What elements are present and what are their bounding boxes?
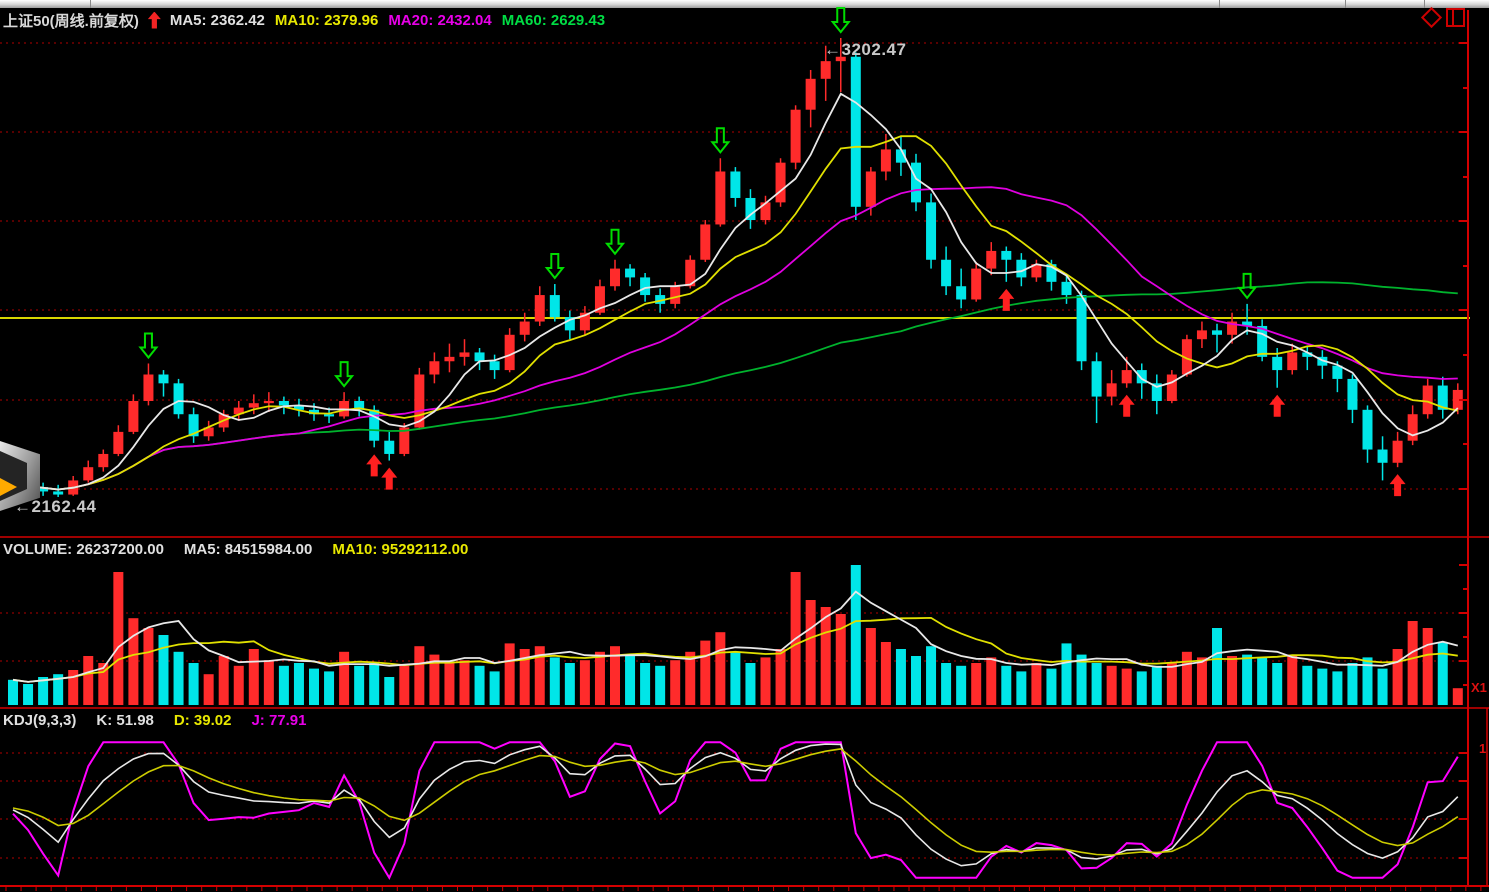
legend-item: VOLUME: 26237200.00 — [3, 541, 164, 558]
ma-legend: MA5: 2362.42 MA10: 2379.96 MA20: 2432.04 MA… — [170, 12, 615, 29]
legend-item: MA20: 2432.04 — [388, 11, 492, 29]
legend-item: MA5: 84515984.00 — [183, 541, 313, 558]
low-price-label: ←2162.44 — [14, 497, 97, 516]
legend-item: J: 77.91 — [251, 712, 307, 729]
legend-item: MA60: 2629.43 — [501, 11, 606, 29]
legend-item: MA10: 2379.96 — [274, 11, 379, 29]
axis-partial-label: 1 — [1479, 741, 1487, 756]
legend-item: D: 39.02 — [173, 712, 232, 729]
peak-price-label: ←3202.47 — [824, 40, 907, 59]
volume-scale-label: X1 — [1471, 680, 1487, 695]
legend-item: K: 51.98 — [96, 712, 154, 729]
legend-item: KDJ(9,3,3) — [3, 712, 77, 729]
chart-header: 上证50(周线.前复权) MA5: 2362.42 MA10: 2379.96 MA… — [3, 10, 615, 30]
orange-marker-icon — [0, 478, 17, 496]
symbol-title: 上证50(周线.前复权) — [3, 12, 139, 30]
window-chrome-strip — [0, 0, 1489, 8]
window-split-icon[interactable] — [1446, 8, 1465, 27]
volume-header: VOLUME: 26237200.00 MA5: 84515984.00 MA10:… — [3, 541, 478, 558]
legend-item: MA10: 95292112.00 — [332, 541, 469, 558]
kdj-header: KDJ(9,3,3) K: 51.98 D: 39.02 J: 77.91 — [3, 712, 317, 729]
up-arrow-icon — [147, 11, 161, 29]
legend-item: MA5: 2362.42 — [169, 11, 265, 29]
diamond-icon[interactable] — [1420, 6, 1443, 29]
